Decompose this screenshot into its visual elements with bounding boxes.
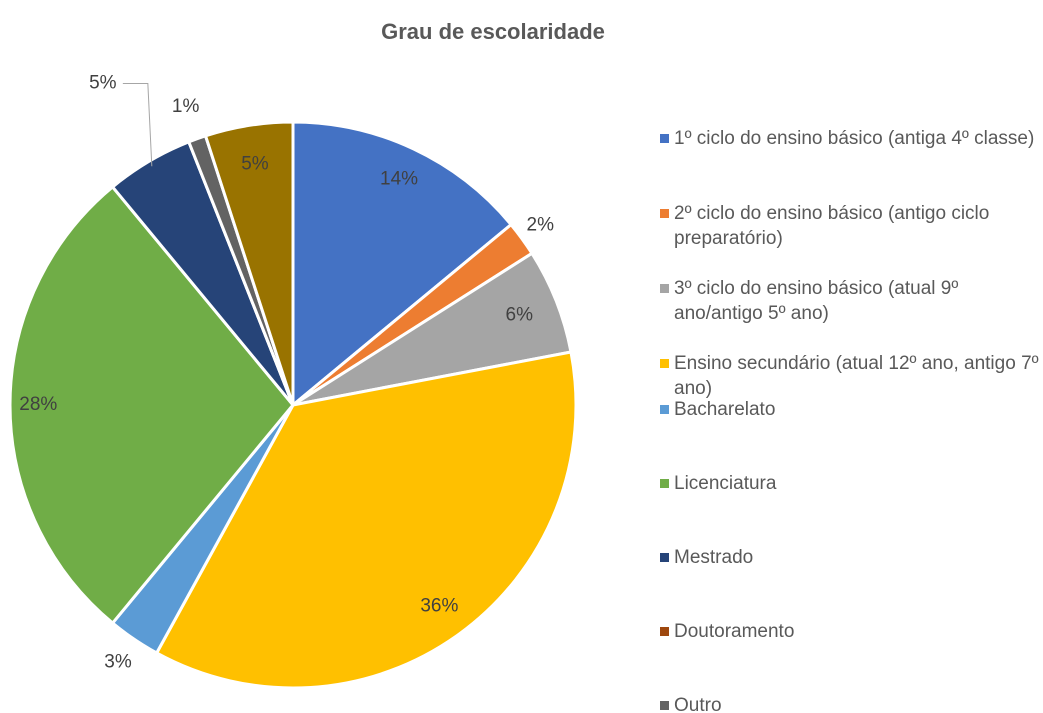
legend-entry: Mestrado [660, 545, 1043, 570]
data-label: 3% [104, 651, 132, 672]
legend-entry: Doutoramento [660, 619, 1043, 644]
legend-swatch [660, 553, 669, 562]
legend-label: 2º ciclo do ensino básico (antigo ciclo … [674, 203, 990, 249]
pie-slice [203, 120, 295, 406]
legend-swatch [660, 627, 669, 636]
pie-slice [154, 350, 578, 690]
legend-entry: 2º ciclo do ensino básico (antigo ciclo … [660, 201, 1043, 251]
chart-title: Grau de escolaridade [381, 19, 605, 44]
legend-entry: 3º ciclo do ensino básico (atual 9º ano/… [660, 276, 1043, 326]
legend-label: Ensino secundário (atual 12º ano, antigo… [674, 353, 1039, 399]
data-label: 5% [89, 72, 117, 93]
data-label: 5% [241, 154, 269, 175]
legend-label: 3º ciclo do ensino básico (atual 9º ano/… [674, 278, 959, 324]
legend-label: 1º ciclo do ensino básico (antiga 4º cla… [674, 128, 1035, 149]
legend-label: Mestrado [674, 547, 754, 568]
data-label: 14% [380, 169, 418, 190]
data-label: 2% [527, 214, 555, 235]
legend-entry: Licenciatura [660, 471, 1043, 496]
legend-swatch [660, 209, 669, 218]
pie-slice [8, 184, 295, 626]
legend-swatch [660, 701, 669, 710]
legend-entry: Outro [660, 693, 1043, 713]
legend-entry: 1º ciclo do ensino básico (antiga 4º cla… [660, 126, 1043, 151]
legend-label: Bacharelato [674, 399, 776, 420]
legend-swatch [660, 479, 669, 488]
legend-swatch [660, 134, 669, 143]
data-label: 28% [19, 394, 57, 415]
leader-line [122, 82, 153, 167]
legend-label: Licenciatura [674, 473, 777, 494]
data-label: 6% [506, 304, 534, 325]
pie-slice [291, 120, 514, 409]
legend-label: Outro [674, 695, 722, 713]
data-label: 1% [172, 96, 200, 117]
legend-swatch [660, 359, 669, 368]
data-label: 36% [420, 595, 458, 616]
legend-label: Doutoramento [674, 621, 795, 642]
legend-swatch [660, 405, 669, 414]
legend-swatch [660, 284, 669, 293]
legend-entry: Ensino secundário (atual 12º ano, antigo… [660, 351, 1043, 401]
legend-entry: Bacharelato [660, 397, 1043, 422]
